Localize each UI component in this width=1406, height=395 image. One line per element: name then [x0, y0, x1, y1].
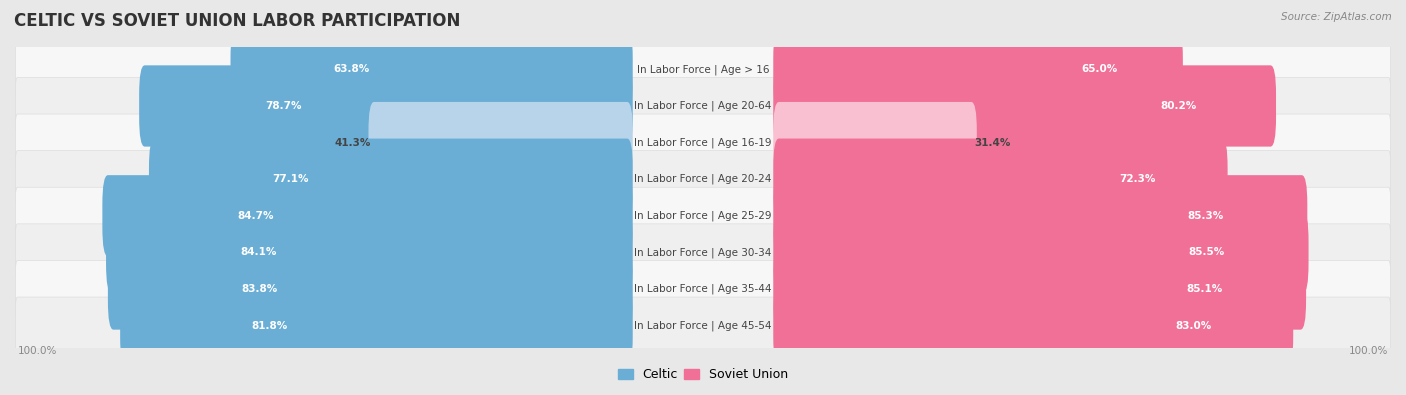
Text: 78.7%: 78.7% — [266, 101, 302, 111]
FancyBboxPatch shape — [103, 175, 633, 256]
FancyBboxPatch shape — [108, 248, 633, 330]
Text: 100.0%: 100.0% — [17, 346, 56, 356]
FancyBboxPatch shape — [149, 139, 633, 220]
Legend: Celtic, Soviet Union: Celtic, Soviet Union — [613, 363, 793, 386]
FancyBboxPatch shape — [773, 212, 1309, 293]
FancyBboxPatch shape — [231, 29, 633, 110]
Text: 83.8%: 83.8% — [242, 284, 278, 294]
Text: 83.0%: 83.0% — [1175, 321, 1212, 331]
Text: In Labor Force | Age 35-44: In Labor Force | Age 35-44 — [634, 284, 772, 294]
FancyBboxPatch shape — [773, 29, 1182, 110]
FancyBboxPatch shape — [15, 224, 1391, 281]
Text: 31.4%: 31.4% — [974, 137, 1011, 148]
FancyBboxPatch shape — [773, 248, 1306, 330]
FancyBboxPatch shape — [15, 77, 1391, 135]
FancyBboxPatch shape — [105, 212, 633, 293]
FancyBboxPatch shape — [15, 114, 1391, 171]
Text: 85.5%: 85.5% — [1188, 247, 1225, 258]
FancyBboxPatch shape — [15, 41, 1391, 98]
Text: 72.3%: 72.3% — [1119, 174, 1156, 184]
FancyBboxPatch shape — [120, 285, 633, 366]
FancyBboxPatch shape — [15, 260, 1391, 318]
Text: 63.8%: 63.8% — [333, 64, 370, 74]
FancyBboxPatch shape — [773, 285, 1294, 366]
Text: In Labor Force | Age 45-54: In Labor Force | Age 45-54 — [634, 320, 772, 331]
Text: Source: ZipAtlas.com: Source: ZipAtlas.com — [1281, 12, 1392, 22]
Text: 81.8%: 81.8% — [252, 321, 287, 331]
Text: 100.0%: 100.0% — [1350, 346, 1389, 356]
FancyBboxPatch shape — [773, 102, 977, 183]
Text: 41.3%: 41.3% — [335, 137, 371, 148]
Text: In Labor Force | Age 16-19: In Labor Force | Age 16-19 — [634, 137, 772, 148]
Text: In Labor Force | Age 25-29: In Labor Force | Age 25-29 — [634, 211, 772, 221]
FancyBboxPatch shape — [773, 65, 1277, 147]
FancyBboxPatch shape — [139, 65, 633, 147]
FancyBboxPatch shape — [15, 150, 1391, 208]
FancyBboxPatch shape — [368, 102, 633, 183]
Text: 85.3%: 85.3% — [1187, 211, 1223, 221]
Text: 85.1%: 85.1% — [1187, 284, 1222, 294]
Text: 80.2%: 80.2% — [1160, 101, 1197, 111]
FancyBboxPatch shape — [773, 139, 1227, 220]
FancyBboxPatch shape — [773, 175, 1308, 256]
Text: In Labor Force | Age 20-24: In Labor Force | Age 20-24 — [634, 174, 772, 184]
FancyBboxPatch shape — [15, 297, 1391, 354]
Text: 84.1%: 84.1% — [240, 247, 277, 258]
Text: 84.7%: 84.7% — [238, 211, 274, 221]
Text: 77.1%: 77.1% — [273, 174, 309, 184]
Text: In Labor Force | Age > 16: In Labor Force | Age > 16 — [637, 64, 769, 75]
Text: 65.0%: 65.0% — [1081, 64, 1118, 74]
Text: CELTIC VS SOVIET UNION LABOR PARTICIPATION: CELTIC VS SOVIET UNION LABOR PARTICIPATI… — [14, 12, 460, 30]
Text: In Labor Force | Age 20-64: In Labor Force | Age 20-64 — [634, 101, 772, 111]
FancyBboxPatch shape — [15, 187, 1391, 245]
Text: In Labor Force | Age 30-34: In Labor Force | Age 30-34 — [634, 247, 772, 258]
